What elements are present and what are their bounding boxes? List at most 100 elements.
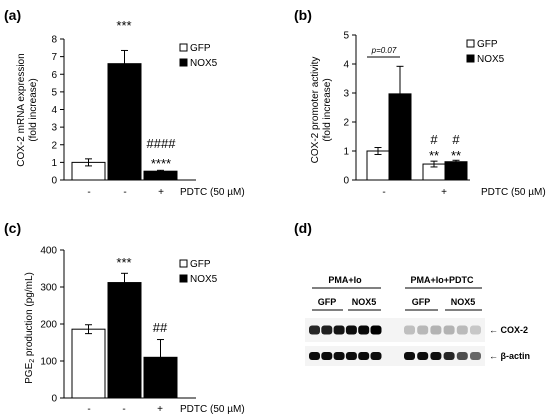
- panel-a-legend: GFP NOX5: [179, 43, 218, 69]
- panel-b-legend-nox5-swatch: [466, 54, 475, 63]
- blot-lane-group-2: NOX5: [352, 297, 377, 307]
- blot-lane-group-4: NOX5: [451, 297, 476, 307]
- panel-c-legend-gfp-label: GFP: [190, 259, 211, 270]
- panel-c-bars: [71, 272, 178, 399]
- panel-b-treatment-label: PDTC (50 µM): [481, 187, 546, 198]
- panel-d-label: (d): [294, 220, 312, 236]
- blot-band-cox2-lane-11: [456, 325, 468, 335]
- panel-d: (d) PMA+Io PMA+Io+PDTC GFP NOX5 GFP NOX5…: [294, 220, 530, 366]
- blot-band-actin-lane-9: [430, 352, 442, 360]
- blot-band-actin-lane-5: [358, 352, 370, 360]
- panel-a-annotation-pdtc-hash: ####: [147, 136, 177, 151]
- panel-a-y-tick-label-1: 1: [51, 158, 57, 169]
- panel-b-y-tick-label-4: 4: [343, 60, 349, 71]
- panel-a-bars: [71, 49, 178, 181]
- panel-c-annotation-nox5: ***: [116, 255, 131, 270]
- panel-a-y-tick-label-6: 6: [51, 70, 57, 81]
- blot-band-cox2-lane-3: [333, 325, 345, 335]
- panel-a-y-tick-label-5: 5: [51, 87, 57, 98]
- panel-c-y-tick-label-3: 300: [40, 283, 57, 294]
- panel-b-bar-0: [366, 150, 390, 181]
- panel-a-annotation-nox5: ***: [116, 18, 131, 33]
- panel-a-y-ticks: 0 1 2 3 4 5 6 7 8: [51, 35, 64, 187]
- panel-b-annotation-gfp-hash: #: [430, 132, 438, 147]
- panel-b-y-tick-label-3: 3: [343, 89, 349, 100]
- panel-c: (c) 0 100 200 300 400 PGE2 production (pg/mL…: [4, 220, 245, 415]
- panel-a-legend-nox5-swatch: [179, 58, 188, 67]
- panel-c-legend-nox5-label: NOX5: [190, 274, 218, 285]
- panel-b-y-ticks: 0 1 2 3 4 5: [343, 31, 356, 187]
- blot-band-actin-lane-3: [333, 352, 345, 360]
- blot-band-actin-lane-2: [321, 352, 333, 360]
- panel-c-group-label-2: -: [122, 404, 125, 415]
- blot-band-cox2-lane-7: [404, 325, 415, 335]
- panel-a-label: (a): [4, 7, 21, 23]
- panel-b-y-tick-label-0: 0: [343, 176, 349, 187]
- panel-a-group-label-2: -: [123, 187, 126, 198]
- panel-a: (a) 0 1 2 3 4 5 6 7 8 COX-2 mRNA expression (fol…: [4, 7, 245, 198]
- blot-band-actin-lane-6: [370, 352, 382, 360]
- panel-c-group-label-3: +: [157, 404, 163, 415]
- panel-a-y-tick-label-3: 3: [51, 123, 57, 134]
- panel-a-y-tick-label-2: 2: [51, 140, 57, 151]
- blot-lane-group-3: GFP: [412, 297, 431, 307]
- panel-c-y-tick-label-1: 100: [40, 357, 57, 368]
- blot-band-cox2-lane-2: [321, 325, 333, 335]
- panel-b-annotation-nox5-hash: #: [452, 132, 460, 147]
- panel-a-y-label-2: (fold increase): [28, 78, 39, 141]
- blot-band-label-cox2: ← COX-2: [489, 325, 528, 335]
- panel-b-annotation-nox5-star: **: [451, 148, 461, 163]
- panel-c-legend-gfp-swatch: [179, 259, 188, 268]
- panel-c-y-tick-label-4: 400: [40, 246, 57, 257]
- blot-band-actin-lane-8: [417, 352, 429, 360]
- panel-a-legend-nox5-label: NOX5: [190, 58, 218, 69]
- panel-c-annotation-pdtc: ##: [153, 320, 168, 335]
- blot-band-cox2-lane-8: [417, 325, 429, 335]
- blot-band-cox2-lane-1: [309, 325, 320, 335]
- blot-band-actin-lane-4: [345, 352, 357, 360]
- blot-band-cox2-lane-12: [470, 325, 481, 335]
- panel-a-group-label-1: -: [87, 187, 90, 198]
- panel-b-bar-3: [444, 161, 468, 181]
- blot-band-cox2-lane-5: [358, 325, 370, 335]
- panel-c-group-label-1: -: [87, 404, 90, 415]
- panel-a-group-label-3: +: [158, 187, 164, 198]
- blot-actin-membrane: [305, 346, 485, 366]
- panel-c-y-tick-label-0: 0: [51, 394, 57, 405]
- blot-band-cox2-lane-10: [443, 325, 455, 335]
- panel-a-y-tick-label-4: 4: [51, 105, 57, 116]
- panel-a-annotation-pdtc-star: ****: [151, 156, 171, 171]
- panel-c-bar-0: [71, 328, 106, 399]
- panel-c-label: (c): [4, 220, 21, 236]
- panel-b-y-label-2: (fold increase): [322, 78, 333, 141]
- panel-c-legend-nox5-swatch: [179, 274, 188, 283]
- panel-b-legend-gfp-label: GFP: [477, 39, 498, 50]
- panel-b-legend: GFP NOX5: [466, 39, 505, 65]
- panel-a-y-tick-label-0: 0: [51, 176, 57, 187]
- panel-b-y-tick-label-2: 2: [343, 118, 349, 129]
- panel-c-bar-1: [107, 282, 142, 399]
- blot-band-actin-lane-7: [404, 352, 415, 360]
- panel-c-legend: GFP NOX5: [179, 259, 218, 285]
- blot-condition-right: PMA+Io+PDTC: [410, 275, 474, 285]
- panel-b-legend-nox5-label: NOX5: [477, 54, 505, 65]
- blot-band-actin-lane-1: [309, 352, 320, 360]
- panel-a-y-label-1: COX-2 mRNA expression: [16, 53, 27, 166]
- panel-a-bar-1: [107, 63, 142, 181]
- blot-band-actin-lane-12: [470, 352, 481, 360]
- panel-b-bracket-label: p=0.07: [371, 46, 397, 55]
- panel-b-label: (b): [294, 7, 312, 23]
- blot-band-cox2-lane-4: [345, 325, 357, 335]
- panel-a-y-tick-label-8: 8: [51, 35, 57, 46]
- panel-a-legend-gfp-label: GFP: [190, 43, 211, 54]
- blot-band-cox2-lane-9: [430, 325, 442, 335]
- panel-b-annotation-gfp-star: **: [429, 148, 439, 163]
- panel-c-y-tick-label-2: 200: [40, 320, 57, 331]
- blot-band-cox2-lane-6: [370, 325, 382, 335]
- panel-b-y-tick-label-5: 5: [343, 31, 349, 42]
- panel-c-y-ticks: 0 100 200 300 400: [40, 246, 64, 405]
- panel-b-legend-gfp-swatch: [466, 39, 475, 48]
- blot-bands: [309, 325, 481, 360]
- blot-band-actin-lane-11: [456, 352, 468, 360]
